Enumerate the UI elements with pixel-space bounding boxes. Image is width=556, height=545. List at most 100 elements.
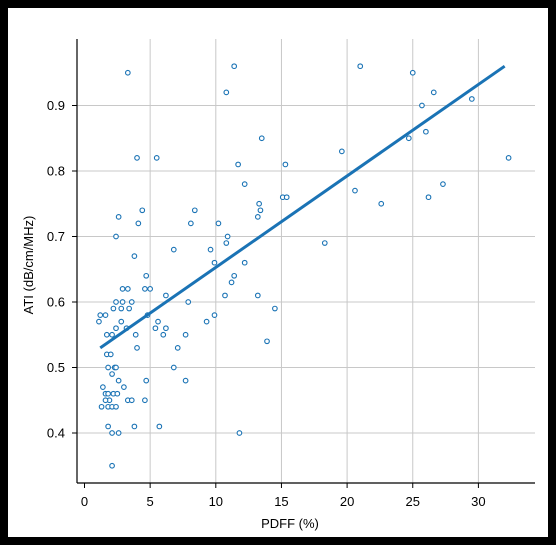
data-point — [282, 161, 289, 168]
data-point — [114, 390, 121, 397]
y-tick-label: 0.5 — [47, 360, 65, 375]
data-point — [113, 233, 119, 240]
data-point — [119, 299, 126, 305]
y-tick-label: 0.9 — [47, 98, 65, 113]
data-point — [115, 214, 122, 220]
x-axis-label: PDFF (%) — [261, 516, 319, 531]
data-point — [103, 331, 110, 338]
data-points — [96, 63, 512, 469]
data-point — [128, 397, 135, 404]
data-point — [156, 423, 163, 430]
data-point — [378, 200, 385, 207]
data-point — [139, 207, 146, 214]
data-point — [105, 423, 111, 430]
data-point — [115, 430, 122, 436]
grid — [77, 39, 535, 483]
data-point — [160, 331, 167, 338]
data-point — [419, 102, 425, 109]
data-point — [113, 325, 119, 332]
data-point — [264, 338, 270, 345]
data-point — [109, 331, 115, 338]
data-point — [153, 155, 160, 161]
data-point — [207, 246, 214, 253]
data-point — [155, 318, 161, 325]
data-point — [272, 305, 278, 312]
data-point — [283, 194, 290, 201]
data-point — [174, 345, 181, 351]
tick-labels: 0 5 10 15 20 25 30 0.4 0.5 0.6 0.7 0.8 0.9 — [47, 98, 486, 509]
data-point — [170, 246, 177, 253]
data-point — [98, 403, 105, 410]
data-point — [113, 299, 119, 305]
data-point — [430, 89, 437, 96]
x-tick-label: 0 — [81, 494, 88, 509]
data-point — [134, 155, 140, 161]
axes — [72, 39, 535, 488]
data-point — [163, 292, 169, 299]
data-point — [468, 96, 475, 102]
data-point — [211, 312, 218, 318]
regression-line — [99, 64, 506, 350]
y-tick-label: 0.8 — [47, 164, 65, 179]
data-point — [236, 430, 243, 436]
data-point — [231, 272, 238, 279]
data-point — [113, 364, 119, 371]
data-point — [170, 364, 177, 371]
data-point — [258, 135, 265, 142]
data-point — [115, 377, 122, 384]
data-point — [223, 89, 230, 96]
data-point — [131, 253, 138, 259]
data-point — [256, 200, 262, 207]
data-point — [128, 299, 135, 305]
data-point — [163, 325, 169, 332]
data-point — [134, 345, 140, 351]
data-point — [223, 240, 230, 246]
data-point — [254, 292, 261, 299]
data-point — [109, 462, 115, 469]
data-point — [188, 220, 194, 227]
y-tick-label: 0.7 — [47, 229, 65, 244]
data-point — [109, 430, 115, 436]
x-tick-label: 5 — [147, 494, 154, 509]
y-tick-label: 0.6 — [47, 295, 65, 310]
data-point — [97, 312, 104, 318]
chart-panel: 0 5 10 15 20 25 30 0.4 0.5 0.6 0.7 0.8 0.9 PDFF (%) … — [8, 8, 548, 537]
data-point — [321, 240, 328, 246]
data-point — [124, 286, 131, 292]
data-point — [352, 187, 358, 194]
x-tick-label: 20 — [340, 494, 354, 509]
data-point — [118, 318, 125, 325]
y-tick-label: 0.4 — [47, 426, 65, 441]
data-point — [118, 305, 125, 312]
data-point — [440, 181, 446, 187]
data-point — [257, 207, 264, 214]
data-point — [423, 128, 429, 135]
data-point — [241, 259, 248, 266]
data-point — [185, 299, 192, 305]
data-point — [505, 155, 512, 161]
scatter-chart: 0 5 10 15 20 25 300.40.50.60.70.80.9 PDFF (%) … — [21, 39, 535, 531]
data-point — [222, 292, 228, 299]
data-point — [241, 181, 248, 187]
data-point — [231, 63, 238, 70]
data-point — [254, 214, 261, 220]
data-point — [124, 69, 131, 76]
data-point — [211, 259, 218, 266]
data-point — [152, 325, 159, 332]
data-point — [191, 207, 198, 214]
data-point — [135, 220, 142, 227]
data-point — [132, 331, 139, 338]
data-point — [142, 397, 148, 404]
data-point — [126, 305, 132, 312]
data-point — [143, 272, 150, 279]
y-axis-label: ATI (dB/cm/MHz) — [21, 216, 36, 315]
data-point — [357, 63, 364, 70]
data-point — [215, 220, 222, 227]
data-point — [182, 377, 189, 384]
data-point — [107, 351, 114, 358]
x-tick-label: 25 — [406, 494, 420, 509]
data-point — [147, 286, 153, 292]
data-point — [119, 286, 126, 292]
data-point — [338, 148, 345, 155]
data-point — [203, 318, 210, 325]
